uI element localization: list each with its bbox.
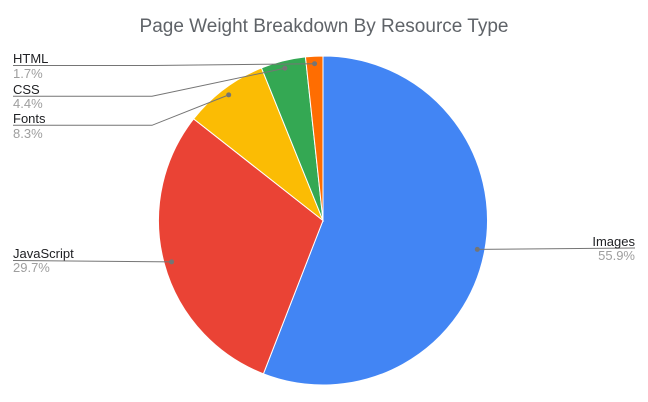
callout-line-fonts: [13, 94, 229, 126]
pie-slice-images: [262, 55, 488, 386]
callout-label-javascript: JavaScript 29.7%: [13, 245, 74, 276]
pie-slice-javascript: [158, 118, 324, 375]
callout-label-images: Images 55.9%: [592, 233, 635, 264]
slice-percent-css: 4.4%: [13, 96, 43, 111]
callout-dot-html: [312, 61, 318, 67]
callout-line-html: [13, 63, 315, 66]
slice-percent-fonts: 8.3%: [13, 125, 43, 141]
slice-label-css: CSS: [13, 81, 40, 97]
slice-percent-images: 55.9%: [598, 248, 635, 263]
pie-slice-html: [304, 55, 324, 221]
chart-title: Page Weight Breakdown By Resource Type: [139, 16, 509, 37]
callout-line-javascript: [12, 260, 172, 263]
slice-label-images: Images: [592, 233, 635, 249]
slice-label-html: HTML: [13, 51, 49, 66]
callout-line-images: [477, 247, 636, 250]
callout-line-css: [13, 67, 286, 97]
slice-percent-javascript: 29.7%: [13, 260, 50, 275]
callout-label-html: HTML 1.7%: [13, 51, 49, 81]
callout-label-css: CSS 4.4%: [13, 81, 43, 112]
slice-label-fonts: Fonts: [13, 111, 46, 126]
callout-dot-images: [474, 246, 480, 252]
pie-slice-fonts: [192, 67, 325, 223]
callout-label-fonts: Fonts 8.3%: [13, 111, 46, 141]
callout-dot-fonts: [226, 92, 232, 98]
slice-percent-html: 1.7%: [13, 65, 43, 81]
callout-dot-css: [282, 65, 288, 71]
callout-dot-javascript: [169, 259, 175, 265]
slice-label-javascript: JavaScript: [13, 245, 74, 261]
